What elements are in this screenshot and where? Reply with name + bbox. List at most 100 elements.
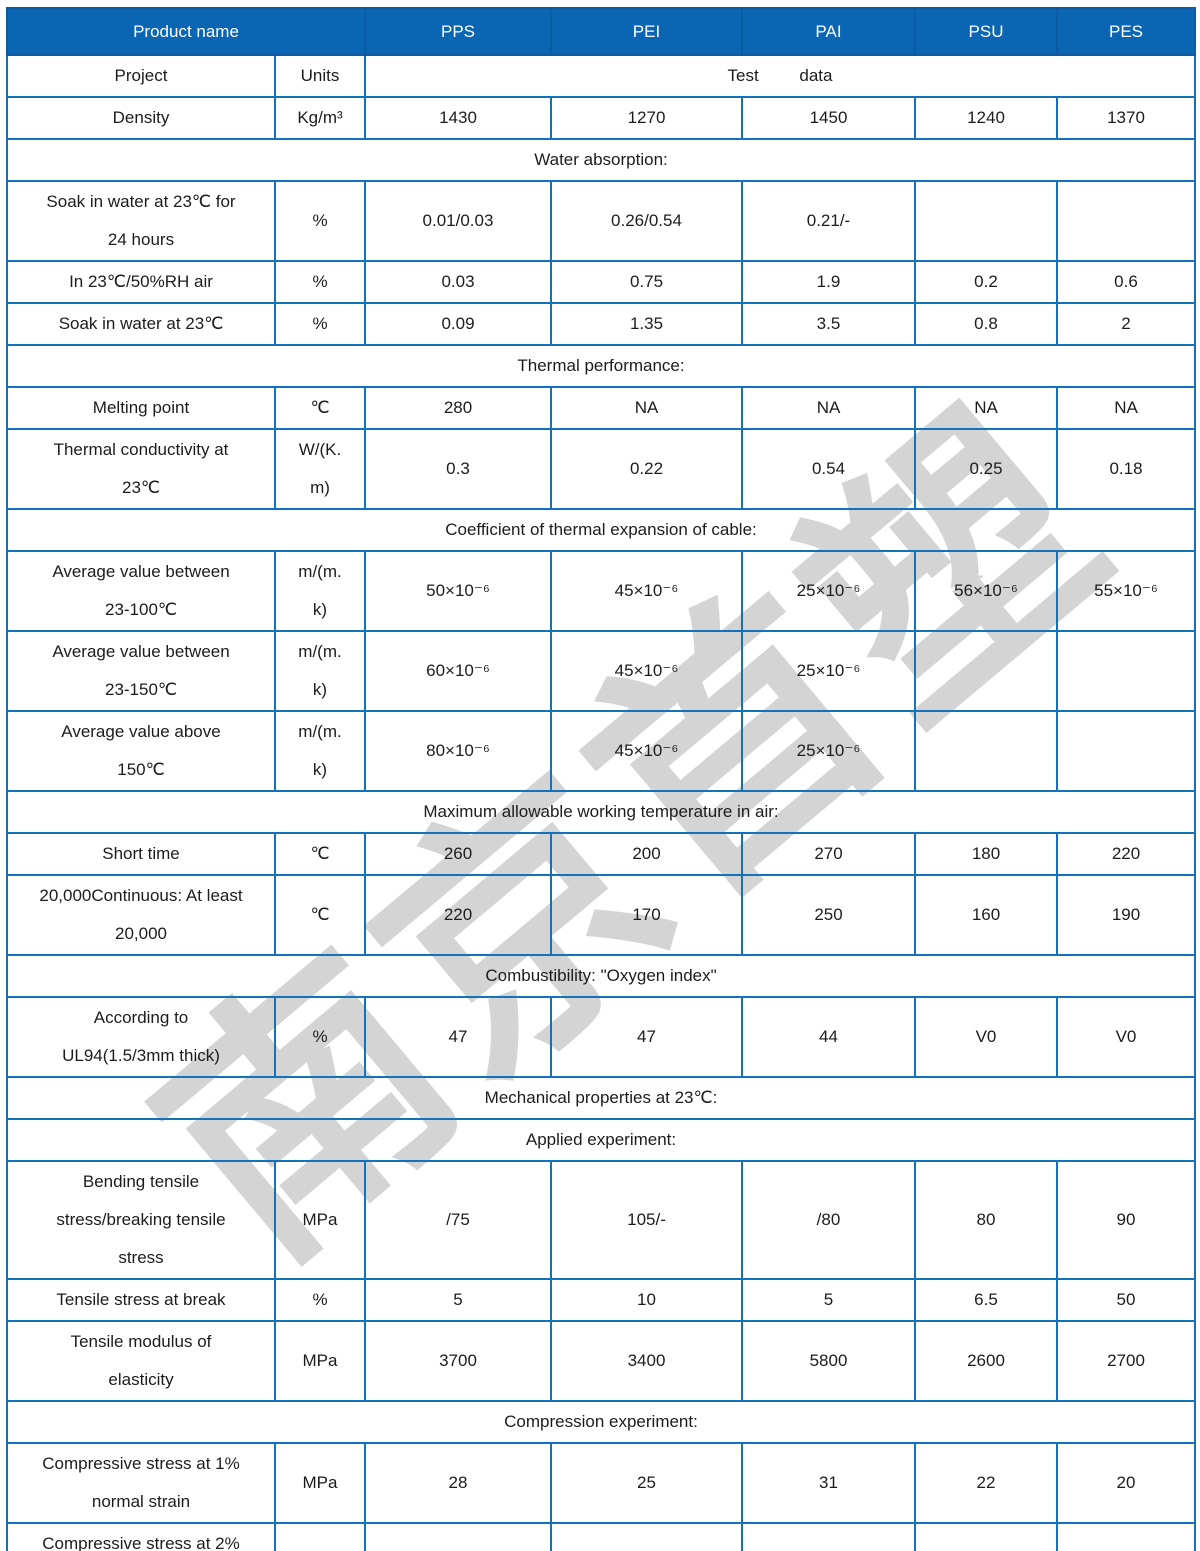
table-row-thermal-conductivity: Thermal conductivity at 23℃ W/(K. m) 0.3… (6, 428, 1196, 510)
section-row-water-absorption: Water absorption: (6, 138, 1196, 182)
cell-value: 0.25 (914, 428, 1058, 510)
cell-value: 0.6 (1056, 260, 1196, 304)
project-label: Project (6, 54, 276, 98)
cell-value: 5 (741, 1278, 916, 1322)
table-row-rh-air: In 23℃/50%RH air % 0.03 0.75 1.9 0.2 0.6 (6, 260, 1196, 304)
table-row-bending-tensile: Bending tensile stress/breaking tensile … (6, 1160, 1196, 1280)
test-data-label: Test data (364, 54, 1196, 98)
section-title: Applied experiment: (6, 1118, 1196, 1162)
column-header-pei: PEI (550, 7, 743, 56)
column-header-pes: PES (1056, 7, 1196, 56)
row-label: In 23℃/50%RH air (6, 260, 276, 304)
row-label: Average value above 150℃ (6, 710, 276, 792)
row-label: Short time (6, 832, 276, 876)
cell-value: 50 (1056, 1278, 1196, 1322)
cell-value: 58 (741, 1522, 916, 1551)
section-row-thermal-performance: Thermal performance: (6, 344, 1196, 388)
cell-value: 160 (914, 874, 1058, 956)
subheader-row: Project Units Test data (6, 54, 1196, 98)
cell-value: 0.22 (550, 428, 743, 510)
cell-value: NA (550, 386, 743, 430)
cell-value: 50×10⁻⁶ (364, 550, 552, 632)
cell-value (1056, 180, 1196, 262)
table-row-short-time: Short time ℃ 260 200 270 180 220 (6, 832, 1196, 876)
cell-value: 105/- (550, 1160, 743, 1280)
cell-value: 200 (550, 832, 743, 876)
cell-value: 3700 (364, 1320, 552, 1402)
cell-value: NA (741, 386, 916, 430)
cell-value: /80 (741, 1160, 916, 1280)
cell-value: 6.5 (914, 1278, 1058, 1322)
cell-value: /75 (364, 1160, 552, 1280)
cell-value: 270 (741, 832, 916, 876)
table-row-avg-23-100: Average value between 23-100℃ m/(m. k) 5… (6, 550, 1196, 632)
cell-value: V0 (1056, 996, 1196, 1078)
cell-value (914, 180, 1058, 262)
cell-value: 45×10⁻⁶ (550, 630, 743, 712)
cell-value: 28 (364, 1442, 552, 1524)
cell-value: 55 (364, 1522, 552, 1551)
cell-value: 1270 (550, 96, 743, 140)
section-row-applied-experiment: Applied experiment: (6, 1118, 1196, 1162)
cell-value: 190 (1056, 874, 1196, 956)
cell-value: 5 (364, 1278, 552, 1322)
table-row-soak-23c: Soak in water at 23℃ % 0.09 1.35 3.5 0.8… (6, 302, 1196, 346)
section-title: Mechanical properties at 23℃: (6, 1076, 1196, 1120)
row-unit: % (274, 996, 366, 1078)
section-title: Combustibility: "Oxygen index" (6, 954, 1196, 998)
cell-value (1056, 630, 1196, 712)
column-header-pai: PAI (741, 7, 916, 56)
cell-value: 3.5 (741, 302, 916, 346)
cell-value: 56×10⁻⁶ (914, 550, 1058, 632)
row-label: Tensile stress at break (6, 1278, 276, 1322)
row-label: According to UL94(1.5/3mm thick) (6, 996, 276, 1078)
cell-value: 0.54 (741, 428, 916, 510)
row-unit: ℃ (274, 386, 366, 430)
section-title: Thermal performance: (6, 344, 1196, 388)
cell-value: 25×10⁻⁶ (741, 550, 916, 632)
cell-value: 31 (741, 1442, 916, 1524)
table-row-above-150: Average value above 150℃ m/(m. k) 80×10⁻… (6, 710, 1196, 792)
cell-value: 10 (550, 1278, 743, 1322)
cell-value: 25×10⁻⁶ (741, 630, 916, 712)
cell-value: 260 (364, 832, 552, 876)
column-header-product-name: Product name (6, 7, 366, 56)
cell-value: 22 (914, 1442, 1058, 1524)
cell-value: 1450 (741, 96, 916, 140)
cell-value: NA (1056, 386, 1196, 430)
header-row: Product name PPS PEI PAI PSU PES (6, 7, 1196, 56)
cell-value: 250 (741, 874, 916, 956)
row-unit: m/(m. k) (274, 710, 366, 792)
row-label: Compressive stress at 1% normal strain (6, 1442, 276, 1524)
cell-value: 80 (914, 1160, 1058, 1280)
cell-value: 0.75 (550, 260, 743, 304)
cell-value: 180 (914, 832, 1058, 876)
cell-value: 0.09 (364, 302, 552, 346)
row-unit: ℃ (274, 832, 366, 876)
cell-value: 0.18 (1056, 428, 1196, 510)
cell-value: 0.21/- (741, 180, 916, 262)
table-row-tensile-stress-break: Tensile stress at break % 5 10 5 6.5 50 (6, 1278, 1196, 1322)
table-row-ul94: According to UL94(1.5/3mm thick) % 47 47… (6, 996, 1196, 1078)
cell-value: 55×10⁻⁶ (1056, 550, 1196, 632)
table-row-tensile-modulus: Tensile modulus of elasticity MPa 3700 3… (6, 1320, 1196, 1402)
cell-value: 47 (364, 996, 552, 1078)
table-row-continuous: 20,000Continuous: At least 20,000 ℃ 220 … (6, 874, 1196, 956)
cell-value: V0 (914, 996, 1058, 1078)
section-title: Coefficient of thermal expansion of cabl… (6, 508, 1196, 552)
table-row-melting-point: Melting point ℃ 280 NA NA NA NA (6, 386, 1196, 430)
cell-value: 45×10⁻⁶ (550, 710, 743, 792)
cell-value: 1240 (914, 96, 1058, 140)
section-row-mechanical-properties: Mechanical properties at 23℃: (6, 1076, 1196, 1120)
row-label: Average value between 23-100℃ (6, 550, 276, 632)
row-label: Soak in water at 23℃ for 24 hours (6, 180, 276, 262)
table-row-avg-23-150: Average value between 23-150℃ m/(m. k) 6… (6, 630, 1196, 712)
cell-value: 0.01/0.03 (364, 180, 552, 262)
row-label: Compressive stress at 2% normal strain (6, 1522, 276, 1551)
cell-value: 0.03 (364, 260, 552, 304)
row-unit: ℃ (274, 874, 366, 956)
cell-value (914, 630, 1058, 712)
cell-value: 49 (550, 1522, 743, 1551)
table-row-soak-24h: Soak in water at 23℃ for 24 hours % 0.01… (6, 180, 1196, 262)
